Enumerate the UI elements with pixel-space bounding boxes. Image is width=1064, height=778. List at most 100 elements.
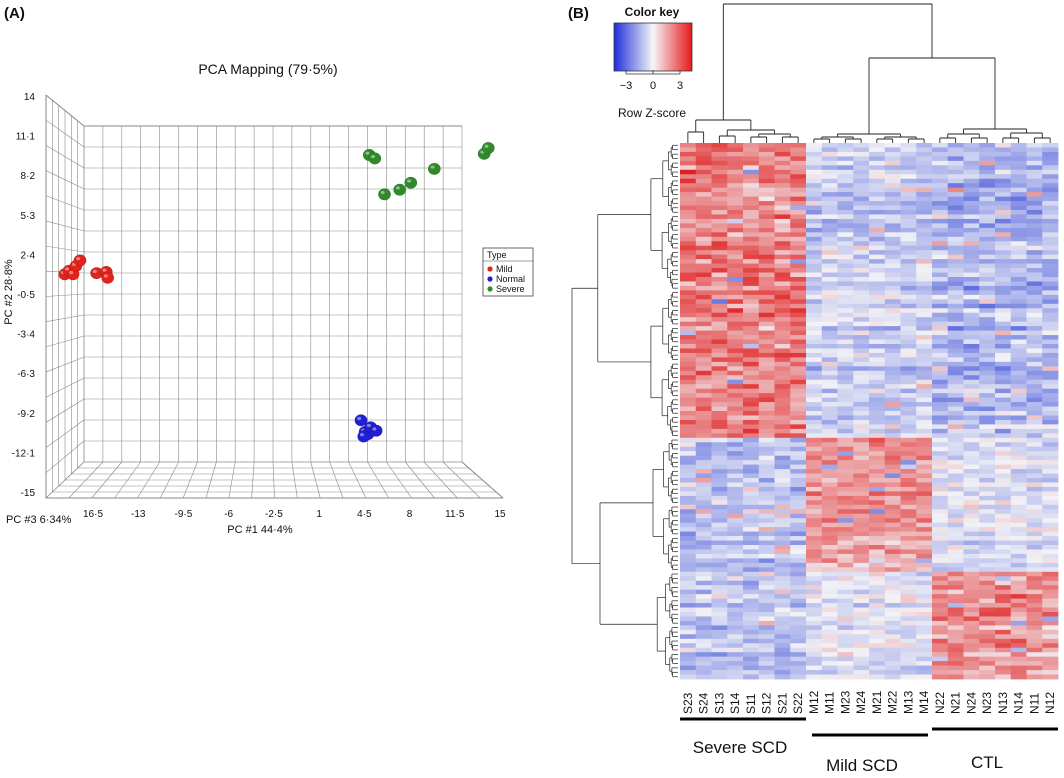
heatmap-cell (853, 665, 870, 671)
heatmap-cell (963, 451, 980, 457)
heatmap-cell (837, 500, 854, 506)
heatmap-cell (743, 254, 760, 260)
heatmap-cell (727, 151, 744, 157)
heatmap-cell (869, 415, 886, 421)
heatmap-cell (1026, 143, 1043, 148)
heatmap-cell (947, 603, 964, 608)
heatmap-cell (963, 482, 980, 488)
heatmap-cell (680, 504, 697, 510)
heatmap-cell (1026, 455, 1043, 461)
heatmap-cell (932, 522, 949, 528)
heatmap-cell (947, 433, 964, 439)
heatmap-cell (995, 674, 1012, 680)
heatmap-cell (884, 245, 901, 251)
heatmap-cell (995, 330, 1012, 336)
heatmap-cell (963, 437, 980, 443)
heatmap-cell (837, 424, 854, 430)
heatmap-cell (979, 567, 996, 573)
heatmap-cell (869, 513, 886, 519)
heatmap-cell (695, 518, 712, 524)
heatmap-cell (1010, 518, 1027, 524)
heatmap-cell (727, 196, 744, 202)
heatmap-cell (727, 330, 744, 336)
heatmap-cell (916, 620, 933, 626)
heatmap-cell (727, 656, 744, 662)
heatmap-cell (837, 522, 854, 528)
heatmap-cell (884, 652, 901, 658)
heatmap-cell (743, 352, 760, 358)
heatmap-cell (806, 442, 823, 448)
heatmap-cell (821, 607, 838, 613)
heatmap-cell (916, 174, 933, 180)
heatmap-cell (932, 366, 949, 372)
heatmap-cell (758, 192, 775, 197)
heatmap-cell (916, 603, 933, 608)
heatmap-cell (695, 620, 712, 626)
heatmap-cell (1010, 558, 1027, 564)
heatmap-cell (947, 451, 964, 457)
heatmap-cell (916, 442, 933, 448)
heatmap-cell (900, 290, 917, 296)
heatmap-cell (821, 585, 838, 591)
heatmap-cell (869, 433, 886, 439)
heatmap-cell (884, 504, 901, 510)
heatmap-cell (995, 500, 1012, 506)
heatmap-cell (758, 518, 775, 524)
heatmap-cell (774, 147, 791, 153)
pca-point-highlight (65, 267, 70, 271)
heatmap-cell (837, 419, 854, 425)
heatmap-cell (1026, 169, 1043, 175)
heatmap-cell (853, 625, 870, 631)
heatmap-cell (932, 464, 949, 470)
heatmap-cell (1010, 482, 1027, 488)
heatmap-cell (916, 290, 933, 296)
heatmap-cell (806, 232, 823, 238)
heatmap-cell (821, 268, 838, 273)
heatmap-cell (947, 478, 964, 483)
heatmap-cell (1010, 460, 1027, 465)
heatmap-cell (853, 585, 870, 591)
heatmap-cell (853, 527, 870, 532)
heatmap-cell (1010, 375, 1027, 381)
heatmap-cell (774, 232, 791, 238)
heatmap-cell (758, 411, 775, 416)
heatmap-cell (947, 571, 964, 577)
heatmap-cell (853, 232, 870, 238)
heatmap-cell (680, 317, 697, 323)
heatmap-cell (695, 469, 712, 474)
heatmap-cell (758, 312, 775, 318)
heatmap-cell (1010, 268, 1027, 273)
heatmap-cell (853, 674, 870, 680)
heatmap-cell (869, 366, 886, 372)
column-label: M22 (886, 690, 900, 714)
heatmap-cell (995, 227, 1012, 233)
heatmap-cell (711, 545, 728, 550)
heatmap-cell (979, 607, 996, 613)
heatmap-cell (790, 634, 807, 640)
heatmap-cell (774, 344, 791, 349)
heatmap-cell (995, 428, 1012, 434)
heatmap-cell (853, 245, 870, 251)
heatmap-cell (1042, 245, 1059, 251)
heatmap-cell (963, 612, 980, 617)
heatmap-cell (758, 629, 775, 635)
heatmap-cell (932, 160, 949, 166)
heatmap-cell (853, 638, 870, 644)
heatmap-cell (743, 540, 760, 546)
heatmap-cell (884, 210, 901, 215)
heatmap-cell (963, 522, 980, 528)
heatmap-cell (916, 165, 933, 171)
heatmap-cell (979, 594, 996, 599)
heatmap-cell (727, 236, 744, 242)
heatmap-cell (853, 473, 870, 479)
heatmap-cell (884, 357, 901, 363)
heatmap-cell (774, 576, 791, 582)
heatmap-cell (947, 156, 964, 162)
heatmap-cell (727, 361, 744, 367)
heatmap-cell (743, 165, 760, 171)
y-tick-label: 2·4 (21, 250, 36, 261)
heatmap-cell (900, 629, 917, 635)
heatmap-cell (1026, 652, 1043, 658)
heatmap-cell (837, 263, 854, 269)
heatmap-cell (916, 634, 933, 640)
